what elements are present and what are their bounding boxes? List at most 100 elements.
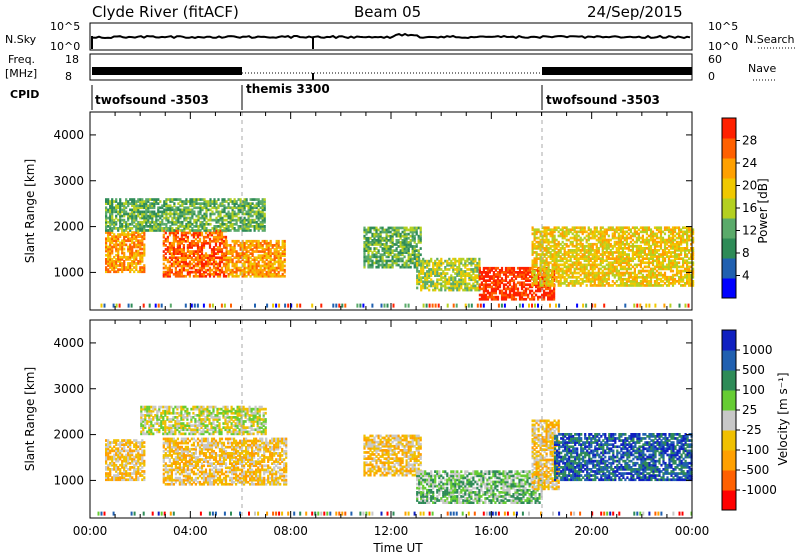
velocity-colorbar-swatch [722, 470, 736, 491]
power-colorbar-tick-label: 8 [742, 246, 750, 260]
velocity-yaxis: 4000 3000 2000 1000 [53, 336, 692, 487]
velocity-colorbar-tick-label: 1000 [742, 343, 773, 357]
velocity-echo-region [363, 434, 422, 477]
velocity-colorbar-swatch [722, 450, 736, 471]
nsky-panel-frame [89, 22, 693, 51]
power-colorbar-tick-label: 28 [742, 134, 757, 148]
power-colorbar-tick-label: 20 [742, 179, 757, 193]
nsky-tick-bottom: 10^0 [50, 40, 80, 53]
power-colorbar-swatch [722, 178, 736, 199]
power-echo-region [416, 257, 481, 292]
nave-label: Nave [748, 62, 776, 75]
freq-label: Freq. [8, 53, 35, 66]
velocity-colorbar: 1000 500 100 25 -25 -100 -500 -1000 [721, 329, 777, 511]
power-heatmap [100, 198, 695, 308]
velocity-colorbar-swatch [722, 370, 736, 391]
power-colorbar: 28 24 20 16 12 8 4 [721, 117, 757, 299]
nsky-label: N.Sky [5, 33, 37, 46]
power-ytick-label: 4000 [53, 128, 84, 142]
power-panel: 4000 3000 2000 1000 Slant Range [km] [23, 111, 695, 311]
power-ylabel: Slant Range [km] [23, 159, 37, 263]
velocity-colorbar-swatch [722, 350, 736, 371]
velocity-heatmap [97, 405, 693, 516]
beam-title: Beam 05 [354, 3, 421, 21]
xtick-label: 00:00 [675, 524, 710, 538]
velocity-colorbar-tick-label: 500 [742, 363, 765, 377]
power-colorbar-tick-label: 4 [742, 269, 750, 283]
nsearch-tick-bottom: 10^0 [708, 40, 738, 53]
xtick-label: 12:00 [374, 524, 409, 538]
velocity-panel: 4000 3000 2000 1000 Slant Range [km] [23, 319, 693, 519]
power-colorbar-tick-label: 24 [742, 156, 757, 170]
xtick-label: 20:00 [574, 524, 609, 538]
power-echo-region [363, 226, 422, 269]
velocity-echo-region [531, 419, 560, 491]
cpid-segment-3: twofsound -3503 [546, 93, 660, 107]
cpid-segment-1: twofsound -3503 [95, 93, 209, 107]
freq-block-1 [92, 67, 242, 75]
freq-unit: [MHz] [5, 67, 37, 80]
power-yaxis: 4000 3000 2000 1000 [53, 128, 692, 279]
freq-tick-top: 18 [65, 53, 79, 66]
power-colorbar-swatch [722, 238, 736, 259]
freq-tick-bottom: 8 [65, 70, 72, 83]
nsky-trace [92, 32, 691, 40]
power-colorbar-swatch [722, 198, 736, 219]
power-colorbar-label: Power [dB] [756, 178, 770, 243]
site-title: Clyde River (fitACF) [92, 3, 239, 21]
velocity-ground-clutter [97, 511, 693, 516]
nsky-tick-top: 10^5 [50, 20, 80, 33]
date-title: 24/Sep/2015 [587, 3, 683, 21]
velocity-colorbar-tick-label: -500 [742, 463, 769, 477]
power-colorbar-swatch [722, 218, 736, 239]
power-echo-region [225, 239, 286, 278]
velocity-colorbar-label: Velocity [m s⁻¹] [776, 372, 790, 465]
power-echo-region [105, 231, 146, 274]
nave-tick-top: 60 [708, 53, 722, 66]
velocity-ylabel: Slant Range [km] [23, 367, 37, 471]
velocity-echo-region [140, 405, 267, 436]
velocity-colorbar-tick-label: -1000 [742, 483, 777, 497]
velocity-colorbar-frame [721, 329, 737, 511]
velocity-colorbar-swatch [722, 390, 736, 411]
nave-tick-bottom: 0 [708, 70, 715, 83]
velocity-ytick-label: 4000 [53, 336, 84, 350]
power-echo-region [105, 198, 266, 232]
velocity-echo-region [162, 437, 288, 486]
power-colorbar-swatch [722, 138, 736, 159]
power-colorbar-swatch [722, 258, 736, 279]
cpid-segment-2: themis 3300 [246, 82, 330, 96]
velocity-colorbar-swatch [722, 490, 736, 511]
velocity-echo-region [105, 439, 146, 482]
xaxis-label: Time UT [372, 541, 423, 554]
power-colorbar-swatch [722, 118, 736, 139]
xtick-label: 00:00 [73, 524, 108, 538]
time-axis-labels: 00:00 04:00 08:00 12:00 16:00 20:00 00:00 [73, 524, 710, 538]
freq-block-2 [542, 67, 692, 75]
power-colorbar-tick-label: 12 [742, 224, 757, 238]
nsearch-tick-top: 10^5 [708, 20, 738, 33]
velocity-echo-region [416, 470, 543, 504]
velocity-colorbar-tick-label: 25 [742, 403, 757, 417]
velocity-colorbar-swatch [722, 410, 736, 431]
velocity-ytick-label: 3000 [53, 382, 84, 396]
xtick-label: 04:00 [173, 524, 208, 538]
nsearch-label: N.Search [745, 33, 795, 46]
velocity-xaxis-ticks [89, 320, 693, 518]
xtick-label: 08:00 [273, 524, 308, 538]
xtick-label: 16:00 [474, 524, 509, 538]
power-colorbar-swatch [722, 278, 736, 299]
velocity-colorbar-swatch [722, 430, 736, 451]
power-ground-clutter [100, 303, 690, 308]
power-echo-region [531, 226, 695, 287]
power-colorbar-swatch [722, 158, 736, 179]
cpid-label: CPID [10, 88, 39, 101]
velocity-colorbar-tick-label: -25 [742, 423, 762, 437]
velocity-colorbar-swatch [722, 330, 736, 351]
velocity-colorbar-tick-label: -100 [742, 443, 769, 457]
velocity-ytick-label: 2000 [53, 428, 84, 442]
power-xaxis-ticks [89, 112, 693, 310]
power-ytick-label: 3000 [53, 174, 84, 188]
velocity-colorbar-tick-label: 100 [742, 383, 765, 397]
